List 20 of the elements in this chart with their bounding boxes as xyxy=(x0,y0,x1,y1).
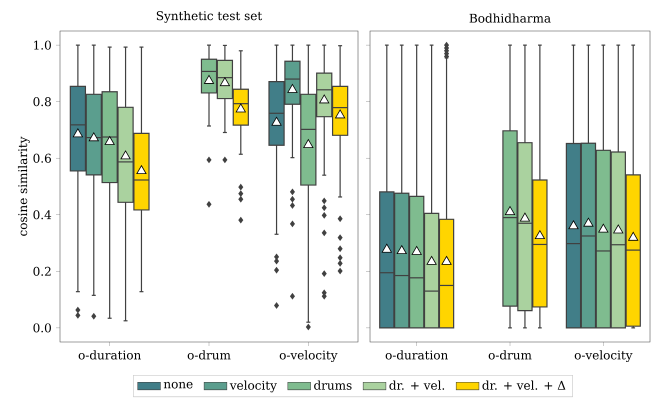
x-tick-label: o-duration xyxy=(386,350,448,360)
chart-title: Bodhidharma xyxy=(470,13,551,23)
x-tick-label: o-drum xyxy=(488,350,532,360)
x-tick-label: o-duration xyxy=(78,350,141,360)
x-tick-label: o-velocity xyxy=(280,350,338,362)
legend-label: dr. + vel. xyxy=(389,380,444,390)
legend-label: dr. + vel. + Δ xyxy=(482,380,566,390)
legend-label: velocity xyxy=(230,380,277,392)
y-tick-label: 0.2 xyxy=(33,266,51,276)
chart-title: Synthetic test set xyxy=(156,10,262,23)
legend-label: drums xyxy=(314,380,352,390)
legend-label: none xyxy=(164,382,193,388)
x-tick-label: o-velocity xyxy=(574,350,633,362)
y-tick-label: 0.0 xyxy=(33,323,51,332)
y-tick-label: 0.8 xyxy=(33,97,51,106)
x-tick-label: o-drum xyxy=(188,350,231,360)
y-axis-title: cosine similarity xyxy=(18,136,30,236)
y-tick-label: 0.4 xyxy=(33,210,52,220)
y-tick-label: 1.0 xyxy=(34,40,51,50)
y-tick-label: 0.6 xyxy=(33,154,51,163)
